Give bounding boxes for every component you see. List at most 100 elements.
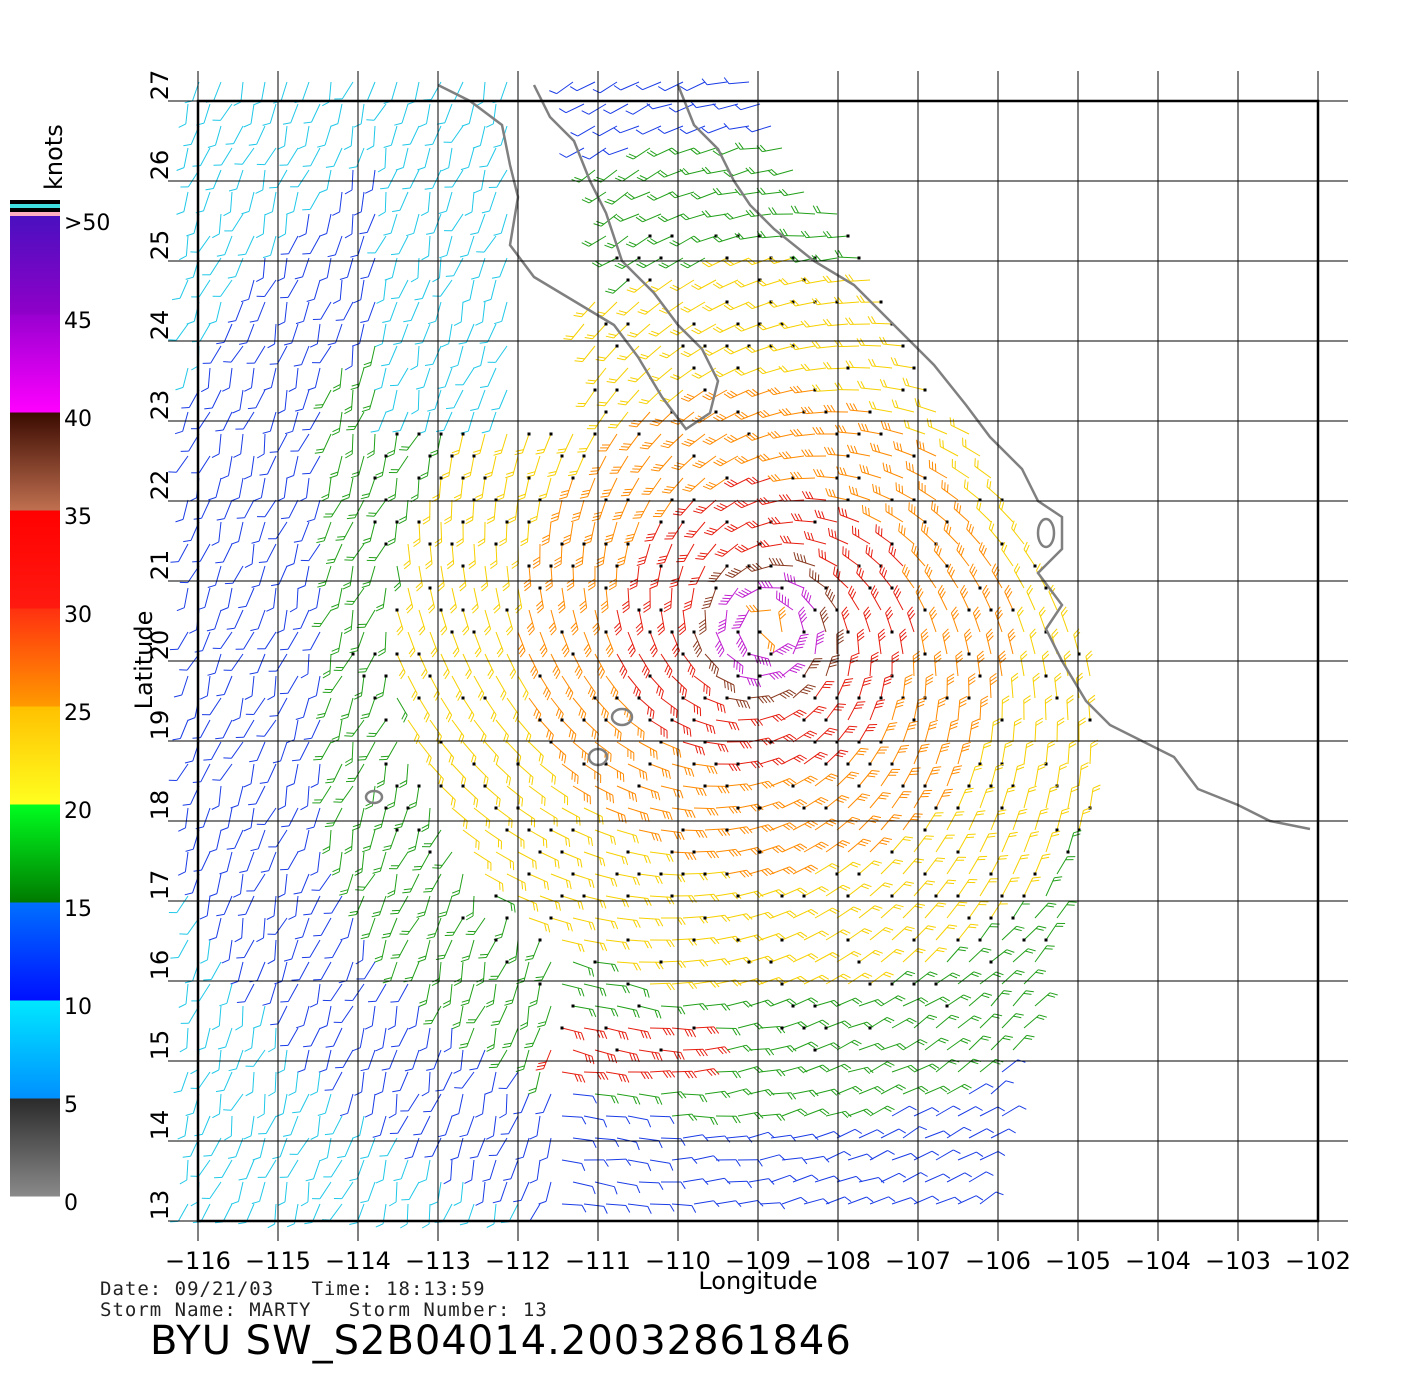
rain-flag bbox=[703, 344, 707, 348]
barb-flag bbox=[1003, 544, 1008, 553]
barb-flag bbox=[959, 699, 967, 705]
barb-flag bbox=[745, 303, 753, 309]
barb-flag bbox=[858, 750, 867, 753]
wind-barb bbox=[756, 187, 783, 195]
wind-barb bbox=[957, 695, 968, 721]
wind-barb bbox=[989, 763, 1004, 788]
barb-shaft bbox=[183, 587, 189, 608]
barb-flag bbox=[917, 399, 921, 408]
barb-flag bbox=[691, 329, 699, 335]
barb-flag bbox=[595, 260, 603, 266]
barb-flag bbox=[579, 817, 581, 826]
wind-barb bbox=[1023, 541, 1037, 568]
barb-flag bbox=[1013, 563, 1019, 571]
rain-flag bbox=[626, 498, 630, 502]
barb-flag bbox=[941, 745, 950, 749]
barb-shaft bbox=[220, 279, 233, 297]
barb-flag bbox=[470, 408, 479, 411]
wind-barb bbox=[455, 367, 475, 386]
barb-flag bbox=[836, 799, 844, 803]
barb-flag bbox=[778, 606, 786, 613]
barb-flag bbox=[671, 191, 679, 198]
barb-flag bbox=[703, 683, 705, 692]
barb-flag bbox=[479, 385, 488, 388]
barb-flag bbox=[745, 167, 752, 175]
wind-barb bbox=[745, 300, 773, 310]
rain-flag bbox=[472, 454, 476, 458]
barb-flag bbox=[492, 714, 497, 723]
wind-barb bbox=[593, 169, 618, 183]
barb-flag bbox=[316, 540, 325, 544]
barb-flag bbox=[689, 667, 694, 675]
barb-flag bbox=[698, 505, 707, 510]
wind-barb bbox=[637, 301, 662, 315]
wind-barb bbox=[648, 674, 664, 699]
barb-flag bbox=[848, 585, 853, 594]
wind-barb bbox=[778, 188, 805, 197]
barb-flag bbox=[362, 365, 371, 369]
wind-barb bbox=[264, 191, 277, 216]
wind-barb bbox=[924, 563, 937, 589]
barb-flag bbox=[427, 320, 436, 325]
wind-barb bbox=[898, 523, 915, 545]
barb-flag bbox=[719, 703, 723, 712]
wind-barb bbox=[901, 674, 913, 700]
barb-flag bbox=[313, 407, 322, 409]
barb-flag bbox=[841, 508, 845, 517]
rain-flag bbox=[604, 718, 608, 722]
barb-flag bbox=[571, 625, 578, 633]
rain-flag bbox=[923, 388, 927, 392]
barb-shaft bbox=[390, 213, 398, 234]
barb-flag bbox=[619, 355, 628, 358]
barb-flag bbox=[748, 477, 756, 484]
barb-flag bbox=[737, 501, 746, 507]
rain-flag bbox=[637, 432, 641, 436]
barb-shaft bbox=[399, 191, 409, 211]
barb-flag bbox=[651, 375, 660, 380]
barb-flag bbox=[420, 471, 429, 477]
barb-flag bbox=[705, 304, 713, 310]
wind-barb bbox=[439, 784, 456, 808]
wind-barb bbox=[834, 424, 861, 436]
wind-barb bbox=[770, 689, 797, 699]
colorbar-label: 10 bbox=[64, 995, 92, 1020]
barb-flag bbox=[531, 777, 534, 786]
wind-barb bbox=[366, 125, 376, 151]
barb-flag bbox=[362, 581, 371, 585]
rain-flag bbox=[615, 696, 619, 700]
wind-barb bbox=[838, 506, 860, 523]
barb-flag bbox=[607, 242, 615, 247]
barb-flag bbox=[849, 588, 855, 597]
wind-barb bbox=[383, 125, 398, 148]
barb-flag bbox=[662, 810, 666, 819]
wind-barb bbox=[888, 543, 904, 567]
wind-barb bbox=[319, 169, 332, 194]
barb-flag bbox=[282, 122, 291, 125]
rain-flag bbox=[527, 432, 531, 436]
barb-flag bbox=[727, 436, 735, 442]
barb-shaft bbox=[311, 719, 321, 739]
barb-shaft bbox=[414, 81, 420, 102]
barb-shaft bbox=[588, 103, 607, 115]
barb-flag bbox=[696, 650, 703, 658]
wind-barb bbox=[632, 499, 651, 519]
barb-flag bbox=[745, 435, 753, 441]
barb-flag bbox=[714, 640, 721, 648]
barb-flag bbox=[805, 592, 810, 601]
wind-barb bbox=[479, 367, 497, 388]
barb-flag bbox=[649, 708, 652, 717]
wind-barb bbox=[698, 609, 707, 636]
barb-flag bbox=[738, 142, 744, 150]
barb-flag bbox=[986, 786, 995, 790]
barb-flag bbox=[1005, 588, 1011, 596]
barb-flag bbox=[938, 548, 942, 557]
wind-barb bbox=[661, 477, 684, 494]
wind-barb bbox=[473, 807, 491, 829]
wind-barb bbox=[916, 439, 937, 457]
barb-flag bbox=[1068, 743, 1077, 748]
wind-barb bbox=[778, 451, 805, 460]
barb-flag bbox=[741, 544, 749, 550]
wind-barb bbox=[553, 542, 564, 569]
barb-shaft bbox=[270, 367, 277, 388]
